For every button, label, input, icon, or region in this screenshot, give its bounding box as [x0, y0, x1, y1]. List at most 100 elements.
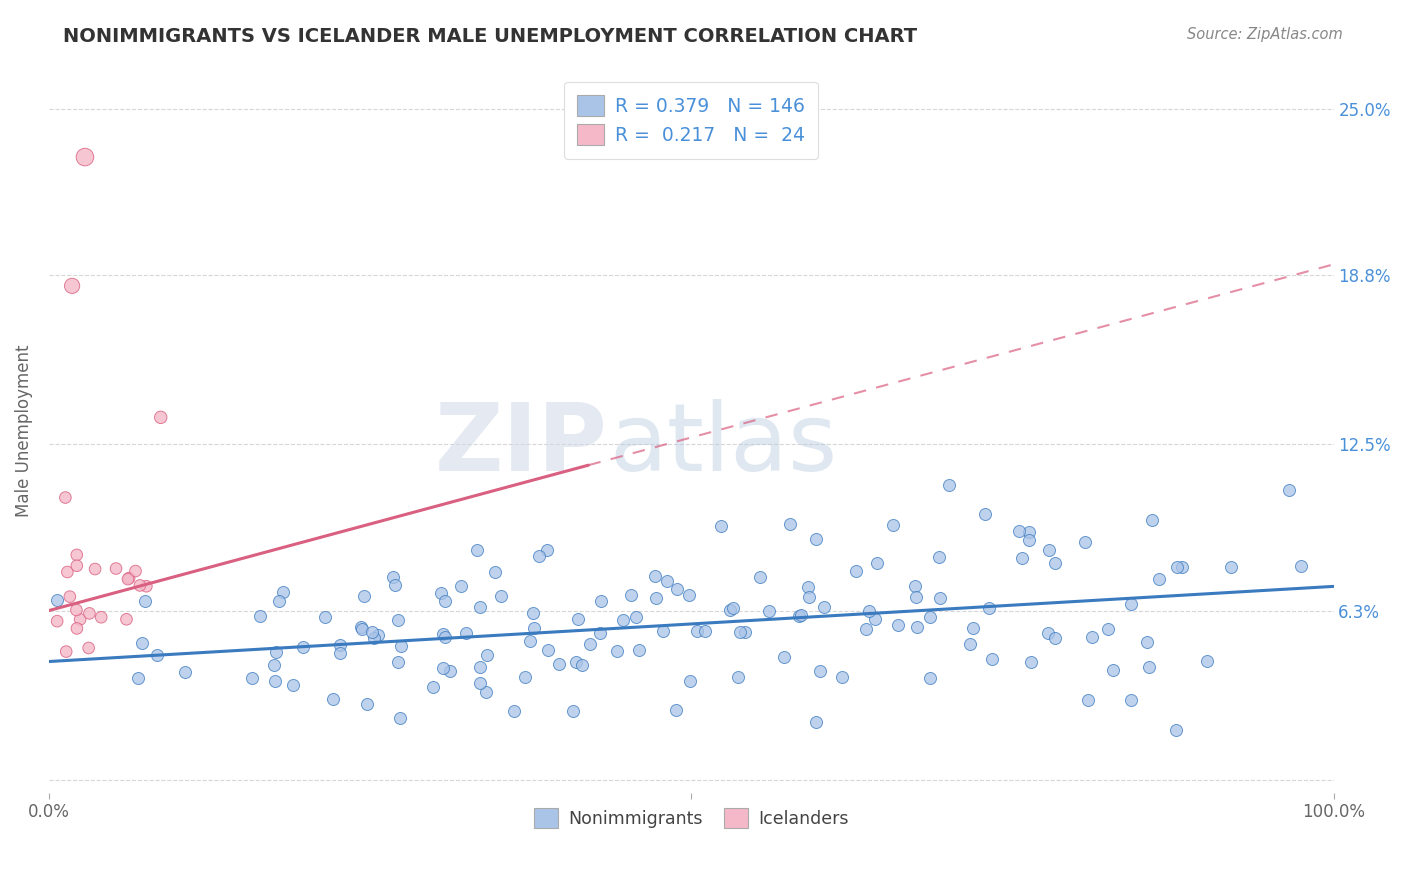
Point — [686, 624, 709, 639]
Point — [66, 548, 89, 562]
Point — [1018, 524, 1040, 539]
Point — [1074, 535, 1097, 549]
Point — [360, 625, 382, 640]
Point — [131, 636, 153, 650]
Point — [678, 588, 700, 602]
Point — [904, 579, 927, 593]
Point — [69, 612, 91, 626]
Point — [721, 601, 744, 615]
Point — [468, 676, 491, 690]
Point — [920, 672, 942, 686]
Point — [679, 673, 702, 688]
Point — [387, 656, 409, 670]
Point — [624, 609, 647, 624]
Point — [797, 580, 820, 594]
Point — [536, 542, 558, 557]
Point — [728, 625, 751, 640]
Point — [1166, 560, 1188, 574]
Point — [652, 624, 675, 638]
Point — [564, 656, 586, 670]
Point — [779, 516, 801, 531]
Point — [808, 664, 831, 678]
Point — [567, 611, 589, 625]
Point — [281, 678, 304, 692]
Point — [105, 561, 128, 575]
Point — [522, 607, 544, 621]
Point — [1220, 559, 1243, 574]
Point — [858, 604, 880, 618]
Point — [644, 591, 666, 605]
Point — [1149, 572, 1171, 586]
Point — [855, 623, 877, 637]
Point — [90, 610, 112, 624]
Point — [589, 594, 612, 608]
Point — [84, 562, 107, 576]
Point — [353, 589, 375, 603]
Point — [1121, 693, 1143, 707]
Point — [734, 625, 756, 640]
Point — [758, 604, 780, 618]
Point — [1077, 693, 1099, 707]
Point — [127, 671, 149, 685]
Y-axis label: Male Unemployment: Male Unemployment — [15, 344, 32, 517]
Point — [263, 658, 285, 673]
Point — [135, 579, 157, 593]
Point — [65, 603, 87, 617]
Point — [384, 577, 406, 591]
Point — [644, 568, 666, 582]
Point — [467, 543, 489, 558]
Point — [1036, 626, 1059, 640]
Point — [432, 627, 454, 641]
Point — [1142, 513, 1164, 527]
Point — [79, 607, 101, 621]
Point — [329, 646, 352, 660]
Point — [886, 618, 908, 632]
Point — [773, 649, 796, 664]
Point — [1166, 723, 1188, 738]
Point — [537, 643, 560, 657]
Point — [388, 711, 411, 725]
Point — [571, 658, 593, 673]
Point — [612, 613, 634, 627]
Point — [806, 532, 828, 546]
Point — [905, 620, 928, 634]
Point — [1038, 543, 1060, 558]
Point — [124, 564, 146, 578]
Point — [264, 645, 287, 659]
Point — [904, 591, 927, 605]
Point — [1136, 634, 1159, 648]
Point — [77, 640, 100, 655]
Point — [475, 648, 498, 663]
Point — [367, 627, 389, 641]
Point — [959, 637, 981, 651]
Point — [1008, 524, 1031, 538]
Text: ZIP: ZIP — [434, 400, 607, 491]
Point — [797, 590, 820, 604]
Point — [628, 643, 651, 657]
Point — [66, 622, 89, 636]
Point — [381, 570, 404, 584]
Point — [523, 621, 546, 635]
Point — [433, 630, 456, 644]
Point — [454, 626, 477, 640]
Point — [174, 665, 197, 679]
Point — [387, 613, 409, 627]
Point — [146, 648, 169, 662]
Point — [589, 625, 612, 640]
Point — [1045, 556, 1067, 570]
Point — [489, 590, 512, 604]
Point — [882, 518, 904, 533]
Point — [1171, 560, 1194, 574]
Point — [475, 685, 498, 699]
Point — [433, 593, 456, 607]
Text: NONIMMIGRANTS VS ICELANDER MALE UNEMPLOYMENT CORRELATION CHART: NONIMMIGRANTS VS ICELANDER MALE UNEMPLOY… — [63, 27, 917, 45]
Point — [45, 593, 67, 607]
Point — [117, 572, 139, 586]
Point — [249, 609, 271, 624]
Point — [695, 624, 717, 639]
Point — [389, 639, 412, 653]
Point — [484, 566, 506, 580]
Point — [606, 644, 628, 658]
Point — [356, 698, 378, 712]
Point — [430, 586, 453, 600]
